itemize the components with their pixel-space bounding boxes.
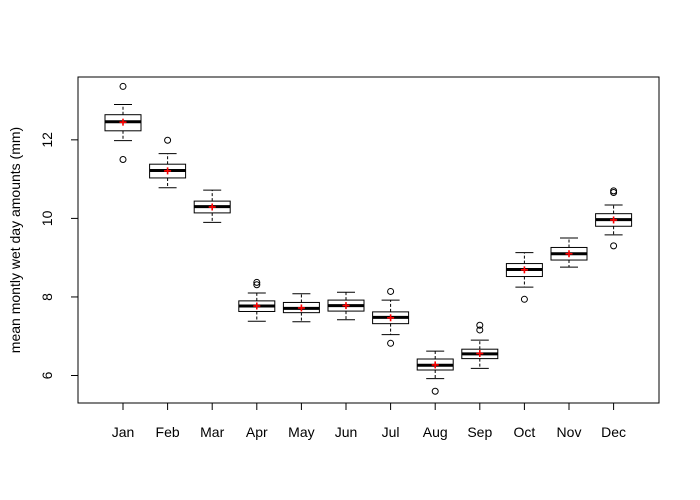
outlier-point — [119, 82, 127, 90]
outlier-point — [476, 326, 484, 334]
mean-marker — [164, 167, 172, 175]
mean-marker — [119, 118, 127, 126]
outlier-point — [520, 295, 528, 303]
x-tick-label: Mar — [200, 424, 224, 440]
outlier-point — [610, 242, 618, 250]
x-tick-label: Aug — [423, 424, 448, 440]
x-tick-label: Jun — [335, 424, 358, 440]
x-tick-label: Jan — [112, 424, 135, 440]
y-axis-title: mean montly wet day amounts (mm) — [7, 127, 23, 353]
mean-marker — [431, 361, 439, 369]
box-apr — [238, 278, 276, 322]
box-dec — [595, 187, 633, 250]
outlier-point — [253, 278, 261, 286]
mean-marker — [253, 302, 261, 310]
box-nov — [550, 237, 588, 268]
mean-marker — [476, 350, 484, 358]
box-jun — [327, 291, 365, 321]
y-tick-label: 8 — [39, 293, 55, 301]
mean-marker — [520, 266, 528, 274]
x-tick-label: Oct — [514, 424, 536, 440]
mean-marker — [297, 304, 305, 312]
y-tick-label: 6 — [39, 371, 55, 379]
outlier-point — [387, 339, 395, 347]
box-mar — [193, 189, 231, 223]
x-tick-label: Dec — [601, 424, 626, 440]
x-axis: Jan Feb Mar Apr May Jun Jul Aug Sep Oct Nov Dec — [112, 403, 626, 440]
box-feb — [149, 136, 187, 189]
y-tick-label: 10 — [39, 210, 55, 226]
box-oct — [505, 252, 543, 303]
x-tick-label: Jul — [382, 424, 400, 440]
mean-marker — [565, 250, 573, 258]
y-tick-label: 12 — [39, 132, 55, 148]
x-tick-label: Apr — [246, 424, 268, 440]
mean-marker — [208, 203, 216, 211]
box-sep — [461, 321, 499, 369]
outlier-point — [610, 187, 618, 195]
outlier-point — [253, 281, 261, 289]
box-jan — [104, 82, 142, 163]
boxes-group — [104, 82, 633, 395]
x-tick-label: Sep — [467, 424, 492, 440]
x-tick-label: May — [288, 424, 314, 440]
box-aug — [416, 350, 454, 395]
outlier-point — [119, 155, 127, 163]
outlier-point — [431, 387, 439, 395]
x-tick-label: Nov — [557, 424, 582, 440]
mean-marker — [342, 302, 350, 310]
mean-marker — [610, 216, 618, 224]
plot-frame — [77, 76, 660, 404]
mean-marker — [387, 314, 395, 322]
outlier-point — [476, 321, 484, 329]
x-tick-label: Feb — [156, 424, 180, 440]
box-jul — [372, 287, 410, 347]
outlier-point — [387, 287, 395, 295]
box-may — [282, 293, 320, 323]
outlier-point — [164, 136, 172, 144]
y-axis: 6 8 10 12 — [39, 132, 78, 379]
